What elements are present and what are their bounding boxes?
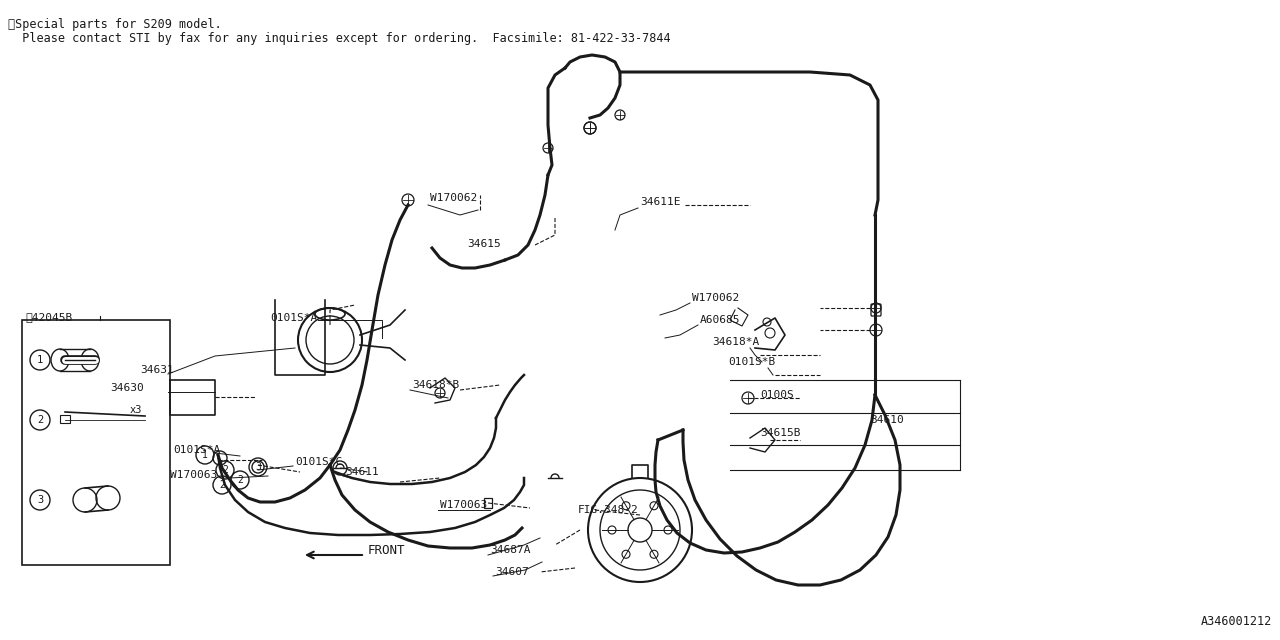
Text: 34618*A: 34618*A bbox=[712, 337, 759, 347]
Text: 34611: 34611 bbox=[346, 467, 379, 477]
Text: 1: 1 bbox=[202, 450, 207, 460]
Text: W170063: W170063 bbox=[440, 500, 488, 510]
Text: A346001212: A346001212 bbox=[1201, 615, 1272, 628]
Text: 34630: 34630 bbox=[110, 383, 143, 393]
Bar bbox=[484, 498, 492, 508]
Text: W170062: W170062 bbox=[430, 193, 477, 203]
Text: 3: 3 bbox=[255, 462, 261, 472]
Text: 2: 2 bbox=[37, 415, 44, 425]
Text: W170063: W170063 bbox=[170, 470, 218, 480]
Text: 34615: 34615 bbox=[467, 239, 500, 249]
Text: 3: 3 bbox=[37, 495, 44, 505]
Text: 0101S*A: 0101S*A bbox=[270, 313, 317, 323]
Text: Please contact STI by fax for any inquiries except for ordering.  Facsimile: 81-: Please contact STI by fax for any inquir… bbox=[8, 32, 671, 45]
Text: 34615B: 34615B bbox=[760, 428, 800, 438]
Text: 34610: 34610 bbox=[870, 415, 904, 425]
Text: 34607: 34607 bbox=[495, 567, 529, 577]
Text: 2: 2 bbox=[237, 475, 243, 485]
Text: 34618*B: 34618*B bbox=[412, 380, 460, 390]
Text: 1: 1 bbox=[37, 355, 44, 365]
Text: 0101S*A: 0101S*A bbox=[173, 445, 220, 455]
Text: 0101S*B: 0101S*B bbox=[728, 357, 776, 367]
Bar bbox=[60, 415, 70, 423]
Text: 34631: 34631 bbox=[140, 365, 174, 375]
Text: 0101S*C: 0101S*C bbox=[294, 457, 342, 467]
Text: 2: 2 bbox=[221, 465, 228, 475]
Text: W170062: W170062 bbox=[692, 293, 740, 303]
Text: 34687A: 34687A bbox=[490, 545, 530, 555]
Text: ※Special parts for S209 model.: ※Special parts for S209 model. bbox=[8, 18, 221, 31]
Bar bbox=[22, 320, 170, 565]
Text: 0100S: 0100S bbox=[760, 390, 794, 400]
Text: x3: x3 bbox=[131, 405, 142, 415]
Text: A60685: A60685 bbox=[700, 315, 741, 325]
Text: 34611E: 34611E bbox=[640, 197, 681, 207]
Text: 2: 2 bbox=[219, 480, 225, 490]
Text: FRONT: FRONT bbox=[369, 543, 406, 557]
Text: FIG.348-2: FIG.348-2 bbox=[579, 505, 639, 515]
Text: ※42045B: ※42045B bbox=[26, 312, 72, 322]
